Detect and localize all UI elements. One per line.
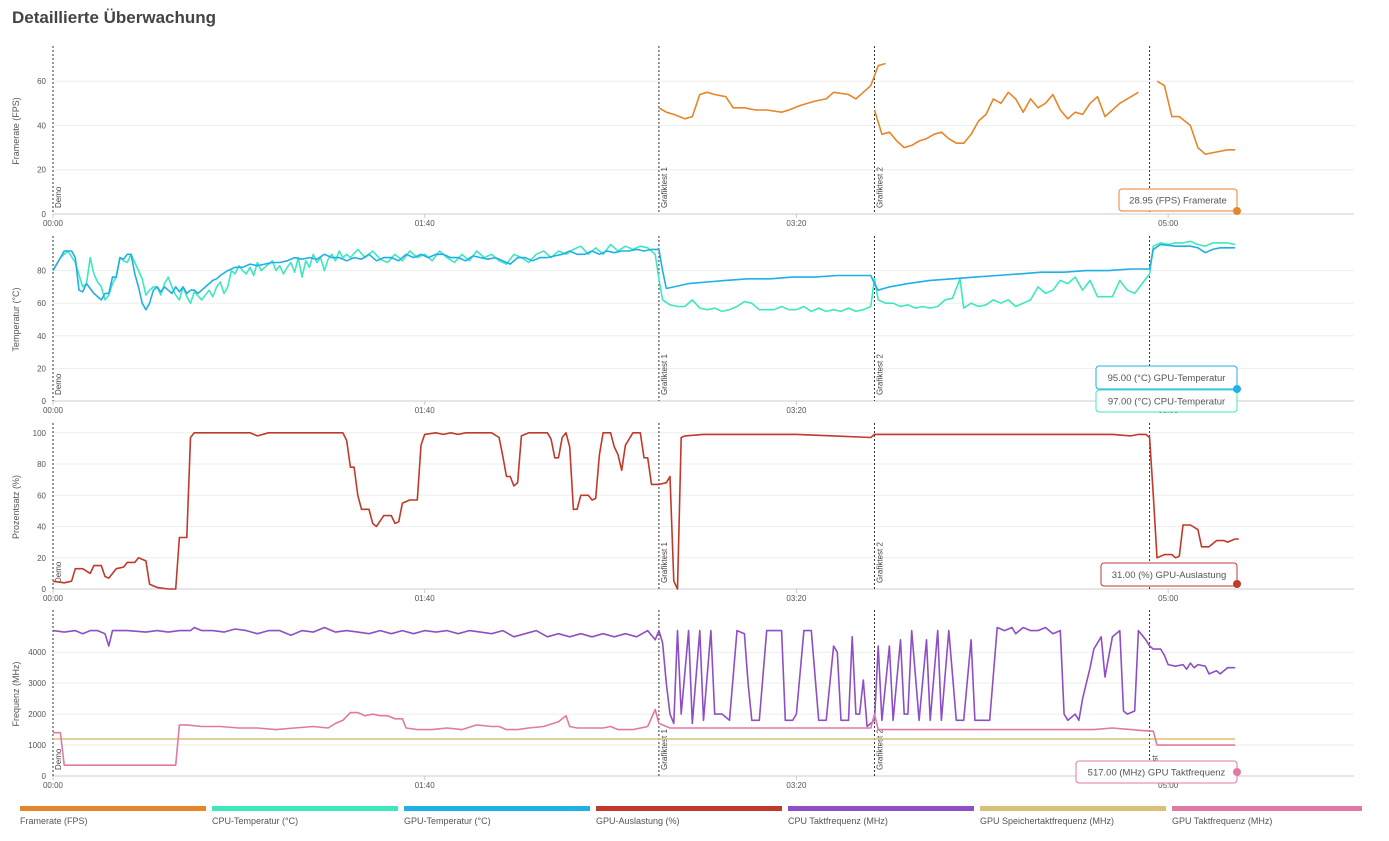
tooltip-box <box>1100 562 1238 587</box>
x-tick-label: 03:20 <box>786 219 807 228</box>
y-axis-label: Temperatur (°C) <box>11 287 21 351</box>
y-tick-label: 2000 <box>28 710 46 719</box>
hover-dot <box>1233 385 1241 393</box>
x-tick-label: 05:00 <box>1158 594 1179 603</box>
section-marker-label: Grafiktest 1 <box>660 729 669 770</box>
section-marker-label: Grafiktest 1 <box>660 354 669 395</box>
legend-item-cpu-clock[interactable]: CPU Taktfrequenz (MHz) <box>788 804 974 834</box>
y-tick-label: 1000 <box>28 741 46 750</box>
y-tick-label: 20 <box>37 554 46 563</box>
legend-swatch <box>788 806 974 811</box>
section-marker-label: Grafiktest 2 <box>875 167 884 208</box>
y-tick-label: 0 <box>42 772 47 781</box>
x-tick-label: 01:40 <box>415 406 436 415</box>
section-marker-label: Demo <box>54 561 63 583</box>
legend-swatch <box>20 806 206 811</box>
tooltip-text: 97.00 (°C) CPU-Temperatur <box>1108 397 1225 408</box>
x-tick-label: 00:00 <box>43 781 64 790</box>
legend-swatch <box>1172 806 1362 811</box>
monitoring-charts: 0 20 40 60 Framerate (FPS) 00:00 01:40 03:20 05:… <box>11 46 1354 790</box>
legend-label: GPU-Auslastung (%) <box>596 816 680 826</box>
legend-item-gpu-temperature[interactable]: GPU-Temperatur (°C) <box>404 804 590 834</box>
series-line <box>53 708 1236 766</box>
legend-label: GPU-Temperatur (°C) <box>404 816 491 826</box>
chart-legend: Framerate (FPS) CPU-Temperatur (°C) GPU-… <box>0 804 1389 841</box>
tooltip-text: 517.00 (MHz) GPU Taktfrequenz <box>1088 768 1226 779</box>
section-marker-label: Grafiktest 1 <box>660 542 669 583</box>
y-tick-label: 100 <box>33 429 47 438</box>
y-axis-label: Framerate (FPS) <box>11 97 21 165</box>
series-line <box>873 91 1139 149</box>
series-line <box>52 243 1236 311</box>
legend-swatch <box>212 806 398 811</box>
y-tick-label: 40 <box>37 121 46 130</box>
y-axis-label: Frequenz (MHz) <box>11 661 21 726</box>
y-tick-label: 20 <box>37 364 46 373</box>
x-tick-label: 01:40 <box>415 781 436 790</box>
section-marker-label: Grafiktest 2 <box>875 354 884 395</box>
x-tick-label: 00:00 <box>43 219 64 228</box>
x-tick-label: 05:00 <box>1158 781 1179 790</box>
x-tick-label: 03:20 <box>786 594 807 603</box>
legend-label: GPU Speichertaktfrequenz (MHz) <box>980 816 1115 826</box>
tooltip-text: 28.95 (FPS) Framerate <box>1129 196 1227 207</box>
section-marker-label: Grafiktest 2 <box>875 729 884 770</box>
legend-item-gpu-memory-clock[interactable]: GPU Speichertaktfrequenz (MHz) <box>980 804 1166 834</box>
y-tick-label: 60 <box>37 491 46 500</box>
y-tick-label: 40 <box>37 332 46 341</box>
y-axis-label: Prozentsatz (%) <box>11 475 21 539</box>
legend-item-cpu-temperature[interactable]: CPU-Temperatur (°C) <box>212 804 398 834</box>
tooltip-box <box>1118 188 1238 212</box>
tooltip-text: 31.00 (%) GPU-Auslastung <box>1112 570 1227 581</box>
y-tick-label: 0 <box>42 397 47 406</box>
x-tick-label: 03:20 <box>786 781 807 790</box>
y-tick-label: 60 <box>37 299 46 308</box>
hover-dot <box>1233 580 1241 588</box>
section-marker-label: Demo <box>54 748 63 770</box>
tooltip-box <box>1095 365 1238 390</box>
series-line <box>52 240 1236 313</box>
y-tick-label: 0 <box>42 585 47 594</box>
page-title: Detaillierte Überwachung <box>12 8 217 27</box>
x-tick-label: 01:40 <box>415 594 436 603</box>
legend-label: CPU-Temperatur (°C) <box>212 816 299 826</box>
section-marker-label: Grafiktest 2 <box>875 542 884 583</box>
legend-label: GPU Taktfrequenz (MHz) <box>1172 816 1273 826</box>
series-line <box>1156 80 1236 155</box>
y-tick-label: 80 <box>37 460 46 469</box>
y-tick-label: 4000 <box>28 648 46 657</box>
legend-item-gpu-clock[interactable]: GPU Taktfrequenz (MHz) <box>1172 804 1362 834</box>
legend-swatch <box>596 806 782 811</box>
hover-dot <box>1233 768 1241 776</box>
x-tick-label: 05:00 <box>1158 219 1179 228</box>
y-tick-label: 80 <box>37 267 46 276</box>
legend-item-framerate[interactable]: Framerate (FPS) <box>20 804 206 834</box>
x-tick-label: 01:40 <box>415 219 436 228</box>
section-marker-label: Demo <box>54 186 63 208</box>
x-tick-label: 00:00 <box>43 406 64 415</box>
series-line <box>658 62 886 120</box>
legend-swatch <box>404 806 590 811</box>
y-tick-label: 3000 <box>28 679 46 688</box>
hover-dot <box>1233 207 1241 215</box>
y-tick-label: 60 <box>37 77 46 86</box>
legend-label: Framerate (FPS) <box>20 816 88 826</box>
x-tick-label: 00:00 <box>43 594 64 603</box>
y-tick-label: 20 <box>37 166 46 175</box>
tooltip-text: 95.00 (°C) GPU-Temperatur <box>1108 373 1226 384</box>
legend-item-gpu-load[interactable]: GPU-Auslastung (%) <box>596 804 782 834</box>
y-tick-label: 0 <box>42 210 47 219</box>
section-marker-label: Demo <box>54 373 63 395</box>
legend-swatch <box>980 806 1166 811</box>
series-line <box>52 432 1239 590</box>
section-marker-label: Grafiktest 1 <box>660 167 669 208</box>
legend-label: CPU Taktfrequenz (MHz) <box>788 816 888 826</box>
series-line <box>52 626 1236 728</box>
x-tick-label: 03:20 <box>786 406 807 415</box>
tooltip-box <box>1095 389 1238 413</box>
y-tick-label: 40 <box>37 523 46 532</box>
